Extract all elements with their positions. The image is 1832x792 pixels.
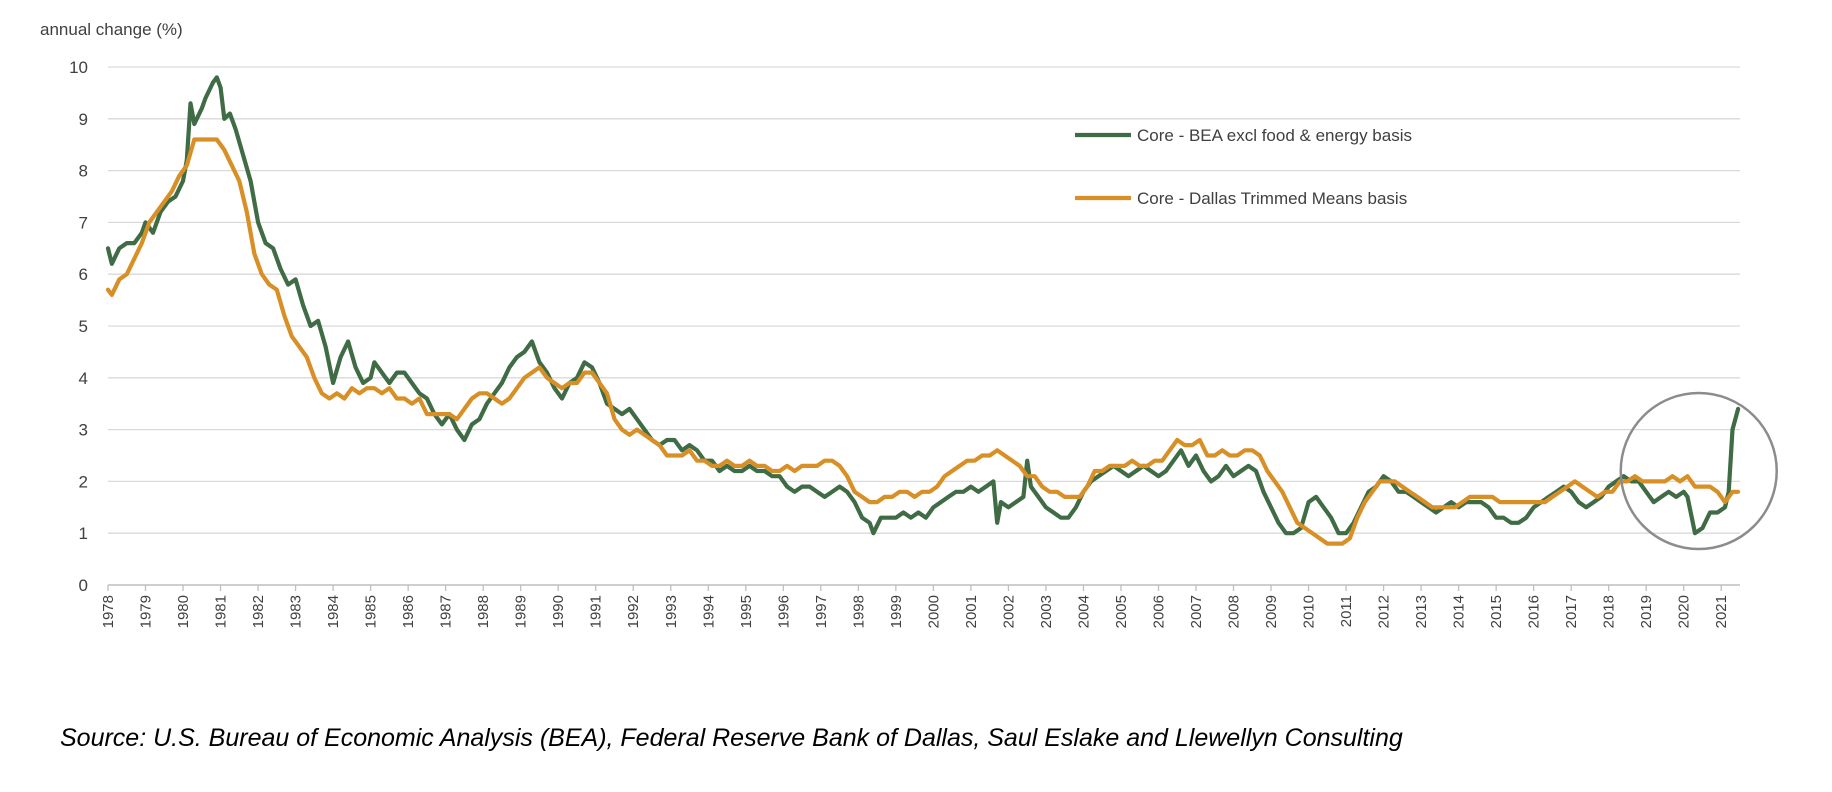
x-tick-label: 1979 <box>138 595 155 628</box>
x-tick-label: 1994 <box>700 595 717 628</box>
x-tick-label: 2014 <box>1451 595 1468 628</box>
x-tick-label: 1998 <box>850 595 867 628</box>
x-tick-label: 1984 <box>325 595 342 628</box>
x-tick-label: 2016 <box>1526 595 1543 628</box>
y-tick-label: 4 <box>79 369 88 388</box>
series-line-1 <box>105 75 1741 536</box>
legend-label: Core - Dallas Trimmed Means basis <box>1137 189 1407 208</box>
x-tick-label: 2019 <box>1638 595 1655 628</box>
y-tick-label: 5 <box>79 317 88 336</box>
y-tick-label: 2 <box>79 472 88 491</box>
x-axis: 1978 1979 1980 1981 1982 1983 1984 1985 1986 1987… <box>100 584 1740 628</box>
x-tick-label: 2010 <box>1301 595 1318 628</box>
gridlines <box>108 66 1740 534</box>
source-note: Source: U.S. Bureau of Economic Analysis… <box>60 724 1403 752</box>
x-tick-label: 1992 <box>625 595 642 628</box>
x-tick-label: 1987 <box>438 595 455 628</box>
y-tick-label: 8 <box>79 162 88 181</box>
y-tick-label: 0 <box>79 576 88 595</box>
legend-label: Core - BEA excl food & energy basis <box>1137 126 1412 145</box>
x-tick-label: 2013 <box>1413 595 1430 628</box>
x-tick-label: 2002 <box>1000 595 1017 628</box>
x-tick-label: 2021 <box>1713 595 1730 628</box>
y-tick-label: 1 <box>79 524 88 543</box>
x-tick-label: 1981 <box>213 595 230 628</box>
x-tick-label: 1989 <box>513 595 530 628</box>
x-tick-label: 2001 <box>963 595 980 628</box>
y-tick-labels: 0 1 2 3 4 5 6 7 8 9 10 <box>69 58 88 595</box>
x-tick-label: 2000 <box>925 595 942 628</box>
annotations <box>1619 391 1778 551</box>
x-tick-label: 2011 <box>1338 595 1355 627</box>
highlight-circle <box>1619 391 1778 551</box>
x-tick-label: 1986 <box>400 595 417 628</box>
x-tick-label: 1988 <box>475 595 492 628</box>
x-tick-label: 1991 <box>588 595 605 628</box>
y-tick-label: 6 <box>79 265 88 284</box>
x-tick-label: 2015 <box>1488 595 1505 628</box>
x-tick-label: 1985 <box>363 595 380 628</box>
x-tick-label: 1990 <box>550 595 567 628</box>
series-lines <box>105 75 1741 546</box>
x-tick-label: 2018 <box>1601 595 1618 628</box>
x-tick-label: 2012 <box>1376 595 1393 628</box>
x-tick-label: 1995 <box>738 595 755 628</box>
x-tick-label: 1999 <box>888 595 905 628</box>
x-tick-label: 1980 <box>175 595 192 628</box>
x-tick-label: 1993 <box>663 595 680 628</box>
y-axis-label: annual change (%) <box>40 20 183 39</box>
x-tick-label: 2004 <box>1075 595 1092 628</box>
x-tick-label: 1978 <box>100 595 117 628</box>
x-tick-label: 2005 <box>1113 595 1130 628</box>
legend: Core - BEA excl food & energy basis Core … <box>1075 126 1412 208</box>
series-line-2 <box>105 137 1741 546</box>
x-tick-label: 2006 <box>1150 595 1167 628</box>
y-tick-label: 3 <box>79 421 88 440</box>
y-tick-label: 10 <box>69 58 88 77</box>
x-tick-label: 2003 <box>1038 595 1055 628</box>
y-tick-label: 9 <box>79 110 88 129</box>
x-tick-label: 1996 <box>775 595 792 628</box>
x-tick-label: 2008 <box>1226 595 1243 628</box>
x-tick-label: 2017 <box>1563 595 1580 628</box>
x-tick-label: 2020 <box>1676 595 1693 628</box>
x-tick-label: 1982 <box>250 595 267 628</box>
x-tick-label: 1983 <box>288 595 305 628</box>
y-tick-label: 7 <box>79 213 88 232</box>
x-tick-label: 2009 <box>1263 595 1280 628</box>
x-tick-label: 2007 <box>1188 595 1205 628</box>
x-tick-label: 1997 <box>813 595 830 628</box>
